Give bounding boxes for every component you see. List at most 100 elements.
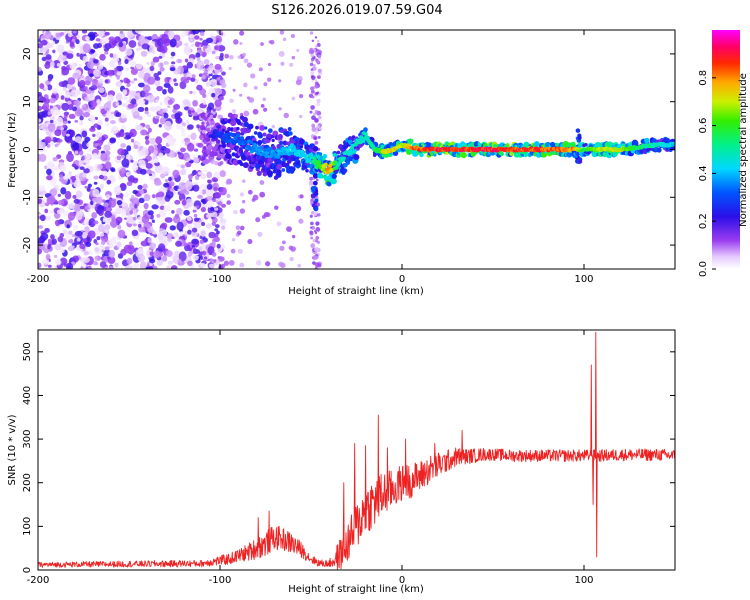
ridge-halo xyxy=(281,168,286,172)
noise-blob xyxy=(72,142,80,151)
noise-blob xyxy=(76,52,80,57)
noise-blob xyxy=(143,84,151,93)
noise-blob xyxy=(186,157,192,162)
noise-blob xyxy=(119,31,124,34)
snr-x-tick-label: -100 xyxy=(209,575,232,586)
noise-blob xyxy=(68,238,74,244)
noise-blob xyxy=(100,240,106,246)
ridge-halo xyxy=(287,127,292,131)
noise-blob xyxy=(108,265,114,269)
noise-blob xyxy=(175,240,183,247)
noise-blob xyxy=(147,94,155,102)
snr-x-axis: -200 -100 0 100 xyxy=(27,330,594,586)
noise-blob xyxy=(199,183,206,190)
ridge-halo xyxy=(270,145,277,151)
ridge-core xyxy=(226,136,232,140)
stripe-blob xyxy=(317,263,322,268)
noise-blob xyxy=(200,206,206,213)
spike-blob xyxy=(311,203,316,208)
noise-blob xyxy=(164,179,169,183)
noise-blob xyxy=(201,75,206,80)
stripe-blob xyxy=(310,68,314,71)
ridge-halo xyxy=(239,162,244,167)
noise-blob xyxy=(104,210,113,218)
noise-blob xyxy=(216,76,221,81)
noise-blob xyxy=(116,75,121,80)
snr-y-tick-label: 300 xyxy=(22,430,33,449)
noise-blob xyxy=(110,119,116,125)
noise-blob xyxy=(101,37,109,44)
noise-blob xyxy=(152,265,158,269)
noise-blob xyxy=(220,203,227,208)
noise-blob xyxy=(115,208,121,213)
noise-blob xyxy=(67,212,76,221)
ridge-halo xyxy=(299,145,304,149)
stripe-blob xyxy=(315,44,318,48)
noise-blob xyxy=(92,188,100,198)
noise-blob xyxy=(87,147,93,152)
noise-blob xyxy=(97,65,104,70)
noise-blob xyxy=(193,217,200,222)
noise-blob xyxy=(84,226,90,233)
noise-blob xyxy=(54,129,62,137)
noise-blob xyxy=(173,232,179,237)
noise-blob xyxy=(226,178,233,185)
noise-blob xyxy=(206,110,212,115)
noise-blob xyxy=(47,264,52,268)
noise-blob xyxy=(257,231,263,237)
noise-blob xyxy=(168,149,175,158)
noise-blob xyxy=(159,117,167,125)
noise-blob xyxy=(126,99,130,104)
noise-blob xyxy=(180,147,186,153)
stripe-blob xyxy=(309,86,315,91)
noise-blob xyxy=(130,80,135,84)
ridge-halo xyxy=(257,133,263,139)
noise-blob xyxy=(135,124,143,131)
noise-blob xyxy=(90,99,98,108)
noise-blob xyxy=(147,237,152,244)
noise-blob xyxy=(89,127,96,132)
noise-blob xyxy=(164,76,171,84)
noise-blob xyxy=(115,92,123,102)
noise-blob xyxy=(158,109,164,115)
noise-blob xyxy=(126,145,132,152)
noise-blob xyxy=(185,198,194,208)
noise-blob xyxy=(74,230,83,237)
stripe-blob xyxy=(318,115,322,120)
spike-blob xyxy=(313,200,318,205)
ridge-halo xyxy=(234,113,238,118)
noise-blob xyxy=(186,216,192,222)
noise-blob xyxy=(51,40,56,46)
noise-blob xyxy=(299,114,303,119)
stripe-blob xyxy=(311,123,316,128)
noise-blob xyxy=(232,88,236,92)
noise-blob xyxy=(233,39,239,45)
noise-blob xyxy=(132,223,137,227)
noise-blob xyxy=(51,87,59,94)
noise-blob xyxy=(99,183,105,190)
noise-blob xyxy=(105,122,110,127)
noise-blob xyxy=(94,256,99,261)
noise-blob xyxy=(116,199,123,206)
noise-blob xyxy=(55,109,61,116)
noise-blob xyxy=(44,227,50,233)
noise-blob xyxy=(137,184,143,190)
noise-blob xyxy=(58,174,64,178)
noise-blob xyxy=(217,161,222,167)
ridge-halo xyxy=(236,126,240,131)
noise-blob xyxy=(154,76,161,81)
noise-blob xyxy=(137,223,142,228)
stripe-blob xyxy=(309,63,313,67)
noise-blob xyxy=(265,212,271,218)
noise-blob xyxy=(175,124,184,130)
noise-blob xyxy=(218,95,225,101)
stripe-blob xyxy=(309,231,314,236)
noise-blob xyxy=(159,67,165,72)
noise-blob xyxy=(229,55,234,60)
noise-blob xyxy=(204,45,208,49)
noise-blob xyxy=(38,118,42,123)
snr-plot-area xyxy=(38,330,675,570)
noise-blob xyxy=(137,216,143,221)
noise-blob xyxy=(203,169,208,173)
noise-blob xyxy=(231,108,237,114)
